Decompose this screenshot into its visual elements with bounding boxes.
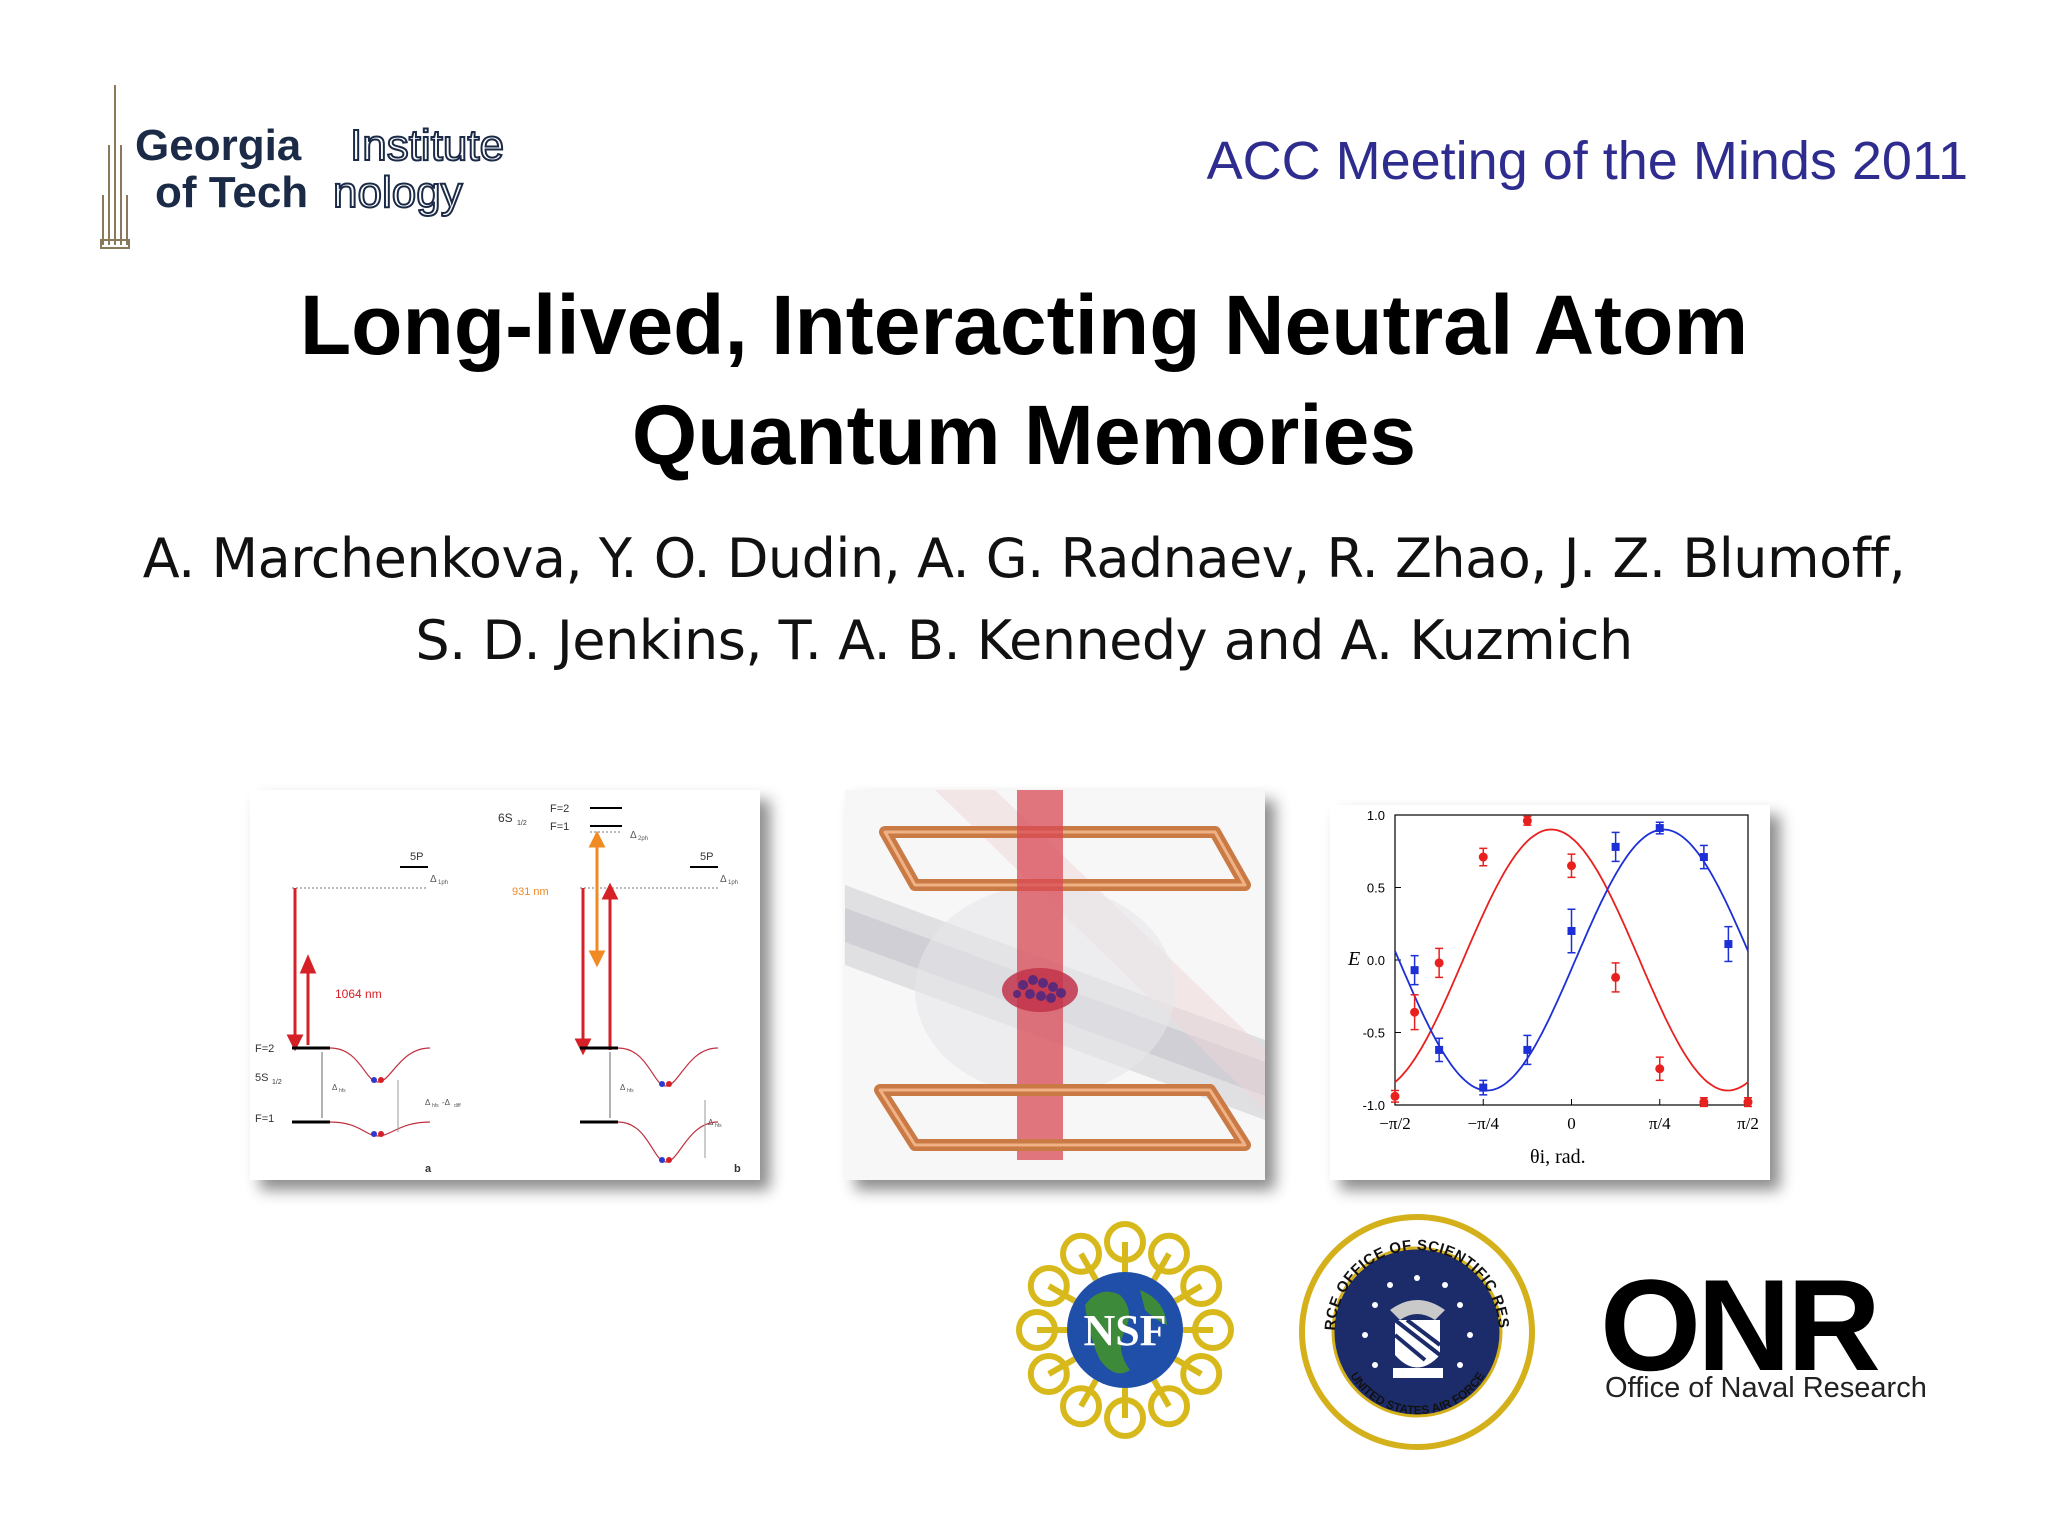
data-point: [1699, 853, 1708, 862]
label-delta-hfs-b: Δ: [620, 1083, 626, 1092]
data-point: [1390, 1091, 1400, 1101]
label-1064nm: 1064 nm: [335, 987, 382, 1001]
label-6s-f1: F=1: [550, 821, 569, 833]
chart-xlabel: θi, rad.: [1530, 1146, 1586, 1168]
label-delta-1ph-b: Δ: [720, 874, 727, 885]
fit-curve-1: [1394, 828, 1749, 1092]
authors-line-2: S. D. Jenkins, T. A. B. Kennedy and A. K…: [415, 609, 1633, 672]
optical-trap-illustration: [845, 790, 1265, 1180]
x-tick-label: 0: [1567, 1114, 1576, 1133]
label-931nm: 931 nm: [512, 886, 549, 898]
y-tick-label: -0.5: [1363, 1026, 1385, 1041]
onr-subtitle: Office of Naval Research: [1605, 1372, 1927, 1404]
label-6s: 6S: [498, 811, 513, 825]
data-point: [1567, 861, 1576, 871]
chart: E θi, rad. −π/2 −π/4 0 π/4 π/2 1.0 0.5 0.0 -0.5 -…: [1347, 808, 1759, 1168]
label-delta-hfs-b-sub: hfs: [627, 1088, 634, 1094]
logo-nology: nology: [333, 168, 463, 217]
label-delta-hfs-a: Δ: [332, 1083, 338, 1092]
label-delta-1ph-a-sub: 1ph: [438, 880, 448, 886]
data-point: [1611, 972, 1621, 982]
label-delta-diff-minus: -Δ: [442, 1098, 451, 1107]
entanglement-plot: E θi, rad. −π/2 −π/4 0 π/4 π/2 1.0 0.5 0.0 -0.5 -…: [1330, 805, 1770, 1180]
label-ground-f1: F=1: [255, 1113, 274, 1125]
y-tick-label: 0.0: [1367, 953, 1385, 968]
magnetic-coil-bottom: [874, 1084, 1251, 1151]
georgia-tech-logo: Georgia Institute of Tech nology: [95, 85, 595, 250]
onr-logo: ONR: [1600, 1252, 1881, 1398]
x-tick-label: −π/2: [1379, 1114, 1410, 1133]
label-6s-f2: F=2: [550, 803, 569, 815]
y-tick-label: -1.0: [1363, 1098, 1385, 1113]
y-tick-label: 0.5: [1367, 881, 1385, 896]
y-tick-label: 1.0: [1367, 808, 1385, 823]
label-delta-2ph-sub: 2ph: [638, 836, 648, 842]
data-point: [1434, 958, 1444, 968]
data-point: [1699, 1097, 1709, 1107]
authors-line-1: A. Marchenkova, Y. O. Dudin, A. G. Radna…: [142, 527, 1906, 590]
label-delta-diff-sub: hfs: [432, 1103, 439, 1109]
x-tick-label: π/2: [1737, 1114, 1759, 1133]
data-point: [1743, 1097, 1753, 1107]
label-5s: 5S: [255, 1072, 268, 1084]
data-point: [1655, 824, 1664, 833]
logo-institute: Institute: [350, 121, 504, 170]
title-line-1: Long-lived, Interacting Neutral Atom: [299, 278, 1749, 372]
logo-georgia: Georgia: [135, 121, 302, 170]
label-5s-sub: 1/2: [272, 1079, 282, 1086]
data-point: [1410, 966, 1419, 975]
afosr-seal: AIR FORCE OFFICE OF SCIENTIFIC RESEARCH …: [1289, 1197, 1540, 1455]
label-delta-1ph-b-sub: 1ph: [728, 880, 738, 886]
chart-ylabel: E: [1347, 948, 1360, 970]
logo-oftech: of Tech: [155, 168, 308, 217]
label-delta-1ph-a: Δ: [430, 874, 437, 885]
label-delta-hfs-b2: Δ: [708, 1118, 714, 1127]
title-line-2: Quantum Memories: [631, 388, 1417, 482]
label-delta-hfs-a-sub: hfs: [339, 1088, 346, 1094]
label-6s-sub: 1/2: [517, 820, 527, 827]
atom-cloud: [1002, 968, 1078, 1012]
data-point: [1478, 852, 1488, 862]
data-point: [1567, 927, 1576, 935]
label-delta-diff: Δ: [425, 1098, 431, 1107]
x-tick-label: π/4: [1649, 1114, 1671, 1133]
data-point: [1479, 1083, 1488, 1092]
data-point: [1522, 816, 1532, 826]
fit-curve-2: [1394, 828, 1749, 1092]
magnetic-coil-top: [879, 826, 1251, 891]
panel-label-a: a: [425, 1163, 432, 1175]
label-5p-b: 5P: [700, 851, 713, 863]
x-tick-label: −π/4: [1468, 1114, 1500, 1133]
label-delta-diff-minus-sub: diff: [454, 1103, 461, 1109]
label-5p-a: 5P: [410, 851, 423, 863]
data-point: [1523, 1045, 1532, 1054]
panel-label-b: b: [734, 1163, 741, 1175]
nsf-text: NSF: [1083, 1306, 1166, 1355]
energy-level-diagram: 6S 1/2 F=2 F=1 Δ 2ph 5P Δ 1ph 5P Δ 1ph 1…: [250, 790, 760, 1180]
label-delta-hfs-b2-sub: hfs: [715, 1123, 722, 1129]
data-point: [1410, 1007, 1420, 1017]
author-list: A. Marchenkova, Y. O. Dudin, A. G. Radna…: [0, 518, 2048, 682]
data-point: [1724, 940, 1733, 949]
data-point: [1655, 1064, 1665, 1074]
slide-title: Long-lived, Interacting Neutral Atom Qua…: [0, 270, 2048, 490]
tech-tower-icon: [100, 85, 130, 249]
data-point: [1435, 1045, 1444, 1054]
data-point: [1611, 842, 1620, 851]
meeting-name: ACC Meeting of the Minds 2011: [1206, 131, 1968, 191]
label-ground-f2: F=2: [255, 1043, 274, 1055]
nsf-logo: NSF: [1005, 1210, 1245, 1450]
label-delta-2ph: Δ: [630, 830, 637, 841]
